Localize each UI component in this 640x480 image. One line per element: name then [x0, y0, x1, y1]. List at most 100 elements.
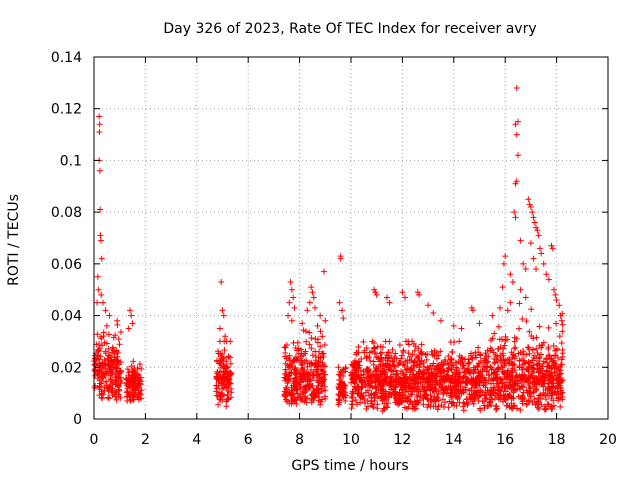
- data-point: [398, 352, 405, 359]
- data-point: [383, 362, 390, 369]
- data-point: [538, 344, 545, 351]
- data-point: [490, 389, 497, 396]
- data-point: [501, 383, 508, 390]
- data-point: [437, 348, 444, 355]
- data-point: [467, 350, 474, 357]
- data-point: [335, 364, 342, 371]
- data-point: [299, 320, 306, 327]
- data-point: [525, 358, 532, 365]
- data-point: [452, 377, 459, 384]
- data-point: [290, 294, 297, 301]
- y-tick-label: 0.14: [51, 50, 82, 66]
- data-point: [441, 399, 448, 406]
- data-point: [410, 372, 417, 379]
- data-point: [460, 399, 467, 406]
- data-point: [386, 355, 393, 362]
- data-point: [285, 355, 292, 362]
- data-point: [385, 393, 392, 400]
- data-point: [94, 299, 101, 306]
- data-point: [556, 333, 563, 340]
- data-point: [387, 379, 394, 386]
- data-point: [322, 317, 329, 324]
- data-point: [501, 373, 508, 380]
- y-tick-label: 0.02: [51, 360, 82, 376]
- data-point: [535, 360, 542, 367]
- data-point: [291, 365, 298, 372]
- data-point: [386, 299, 393, 306]
- data-point: [520, 394, 527, 401]
- data-point: [552, 389, 559, 396]
- data-point: [456, 373, 463, 380]
- data-point: [516, 363, 523, 370]
- data-point: [290, 382, 297, 389]
- data-point: [519, 356, 526, 363]
- data-point: [397, 392, 404, 399]
- data-point: [527, 393, 534, 400]
- data-point: [104, 355, 111, 362]
- data-point: [316, 348, 323, 355]
- data-point: [129, 320, 136, 327]
- data-point: [508, 394, 515, 401]
- data-point: [479, 398, 486, 405]
- data-point: [367, 368, 374, 375]
- data-point: [392, 367, 399, 374]
- data-point: [382, 338, 389, 345]
- y-tick-label: 0.08: [51, 205, 82, 221]
- data-point: [456, 390, 463, 397]
- data-point: [337, 255, 344, 262]
- data-point: [309, 397, 316, 404]
- data-point: [342, 394, 349, 401]
- data-point: [401, 362, 408, 369]
- data-point: [399, 380, 406, 387]
- data-point: [374, 405, 381, 412]
- data-point: [288, 317, 295, 324]
- data-point: [357, 367, 364, 374]
- data-point: [294, 347, 301, 354]
- data-point: [383, 379, 390, 386]
- x-tick-label: 20: [599, 432, 617, 448]
- data-point: [534, 404, 541, 411]
- data-point: [492, 371, 499, 378]
- data-point: [349, 390, 356, 397]
- data-point: [108, 385, 115, 392]
- data-point: [548, 403, 555, 410]
- data-point: [368, 377, 375, 384]
- data-point: [423, 392, 430, 399]
- data-point: [113, 396, 120, 403]
- data-point: [366, 383, 373, 390]
- data-point: [91, 384, 98, 391]
- data-point: [97, 353, 104, 360]
- data-point: [526, 350, 533, 357]
- data-point: [459, 387, 466, 394]
- data-point: [106, 312, 113, 319]
- data-point: [418, 357, 425, 364]
- data-point: [508, 400, 515, 407]
- data-point: [395, 375, 402, 382]
- data-point: [405, 338, 412, 345]
- data-point: [109, 380, 116, 387]
- data-point: [124, 380, 131, 387]
- data-point: [374, 343, 381, 350]
- data-point: [451, 402, 458, 409]
- data-point: [125, 325, 132, 332]
- data-point: [512, 180, 519, 187]
- data-point: [407, 367, 414, 374]
- data-point: [545, 351, 552, 358]
- data-point: [507, 299, 514, 306]
- data-point: [502, 337, 509, 344]
- data-point: [432, 403, 439, 410]
- data-point: [498, 336, 505, 343]
- data-point: [435, 397, 442, 404]
- data-point: [545, 392, 552, 399]
- data-point: [472, 367, 479, 374]
- data-point: [493, 356, 500, 363]
- data-point: [310, 294, 317, 301]
- data-point: [302, 348, 309, 355]
- data-point: [127, 375, 134, 382]
- data-point: [438, 402, 445, 409]
- data-point: [487, 391, 494, 398]
- data-point: [519, 366, 526, 373]
- data-point: [348, 379, 355, 386]
- x-tick-label: 8: [295, 432, 304, 448]
- data-point: [534, 366, 541, 373]
